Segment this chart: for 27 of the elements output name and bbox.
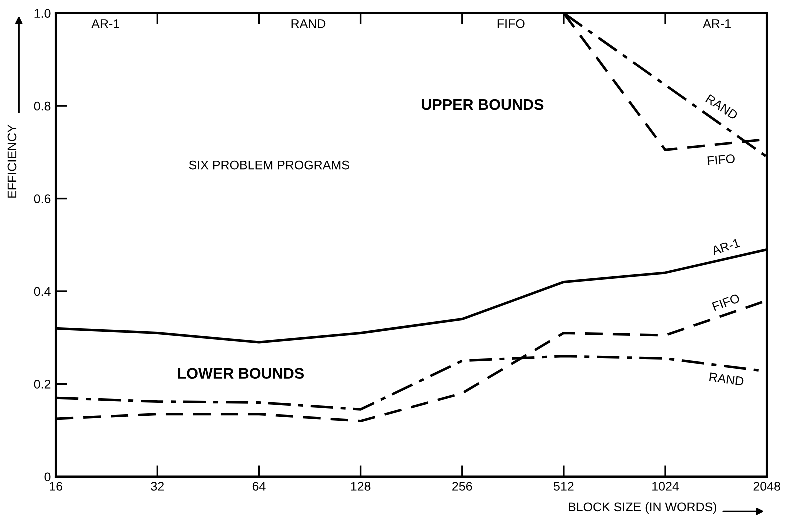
series-label: FIFO — [708, 154, 736, 166]
x-tick-label: 2048 — [754, 482, 780, 491]
annotation: LOWER BOUNDS — [178, 368, 304, 380]
annotation: UPPER BOUNDS — [422, 99, 544, 110]
y-tick-label: 0.6 — [34, 194, 51, 204]
y-tick-label: 0.8 — [34, 102, 51, 111]
x-tick-label: 128 — [351, 482, 371, 491]
x-tick-label: 16 — [50, 482, 62, 491]
text: FIFO — [712, 294, 740, 312]
annotation: SIX PROBLEM PROGRAMS — [189, 160, 350, 170]
annotation: AR-1 — [703, 20, 731, 28]
annotation: RAND — [292, 20, 326, 28]
annotation: AR-1 — [92, 20, 120, 28]
y-tick-label: 1.0 — [34, 9, 51, 18]
text: AR-1 — [711, 238, 740, 256]
x-tick-label: 64 — [252, 482, 266, 491]
y-tick-label: 0.4 — [34, 287, 51, 296]
text: RAND — [709, 372, 744, 386]
y-axis-title: EFFICIENCY — [8, 124, 17, 198]
x-tick-label: 256 — [452, 482, 472, 491]
x-tick-label: 1024 — [652, 482, 680, 491]
annotation: FIFO — [498, 19, 525, 28]
x-axis-title: BLOCK SIZE (IN WORDS) — [569, 502, 717, 514]
x-tick-label: 512 — [554, 482, 574, 491]
y-tick-label: 0.2 — [34, 380, 51, 389]
y-tick-label: 0 — [44, 472, 51, 482]
x-tick-label: 32 — [151, 482, 164, 491]
